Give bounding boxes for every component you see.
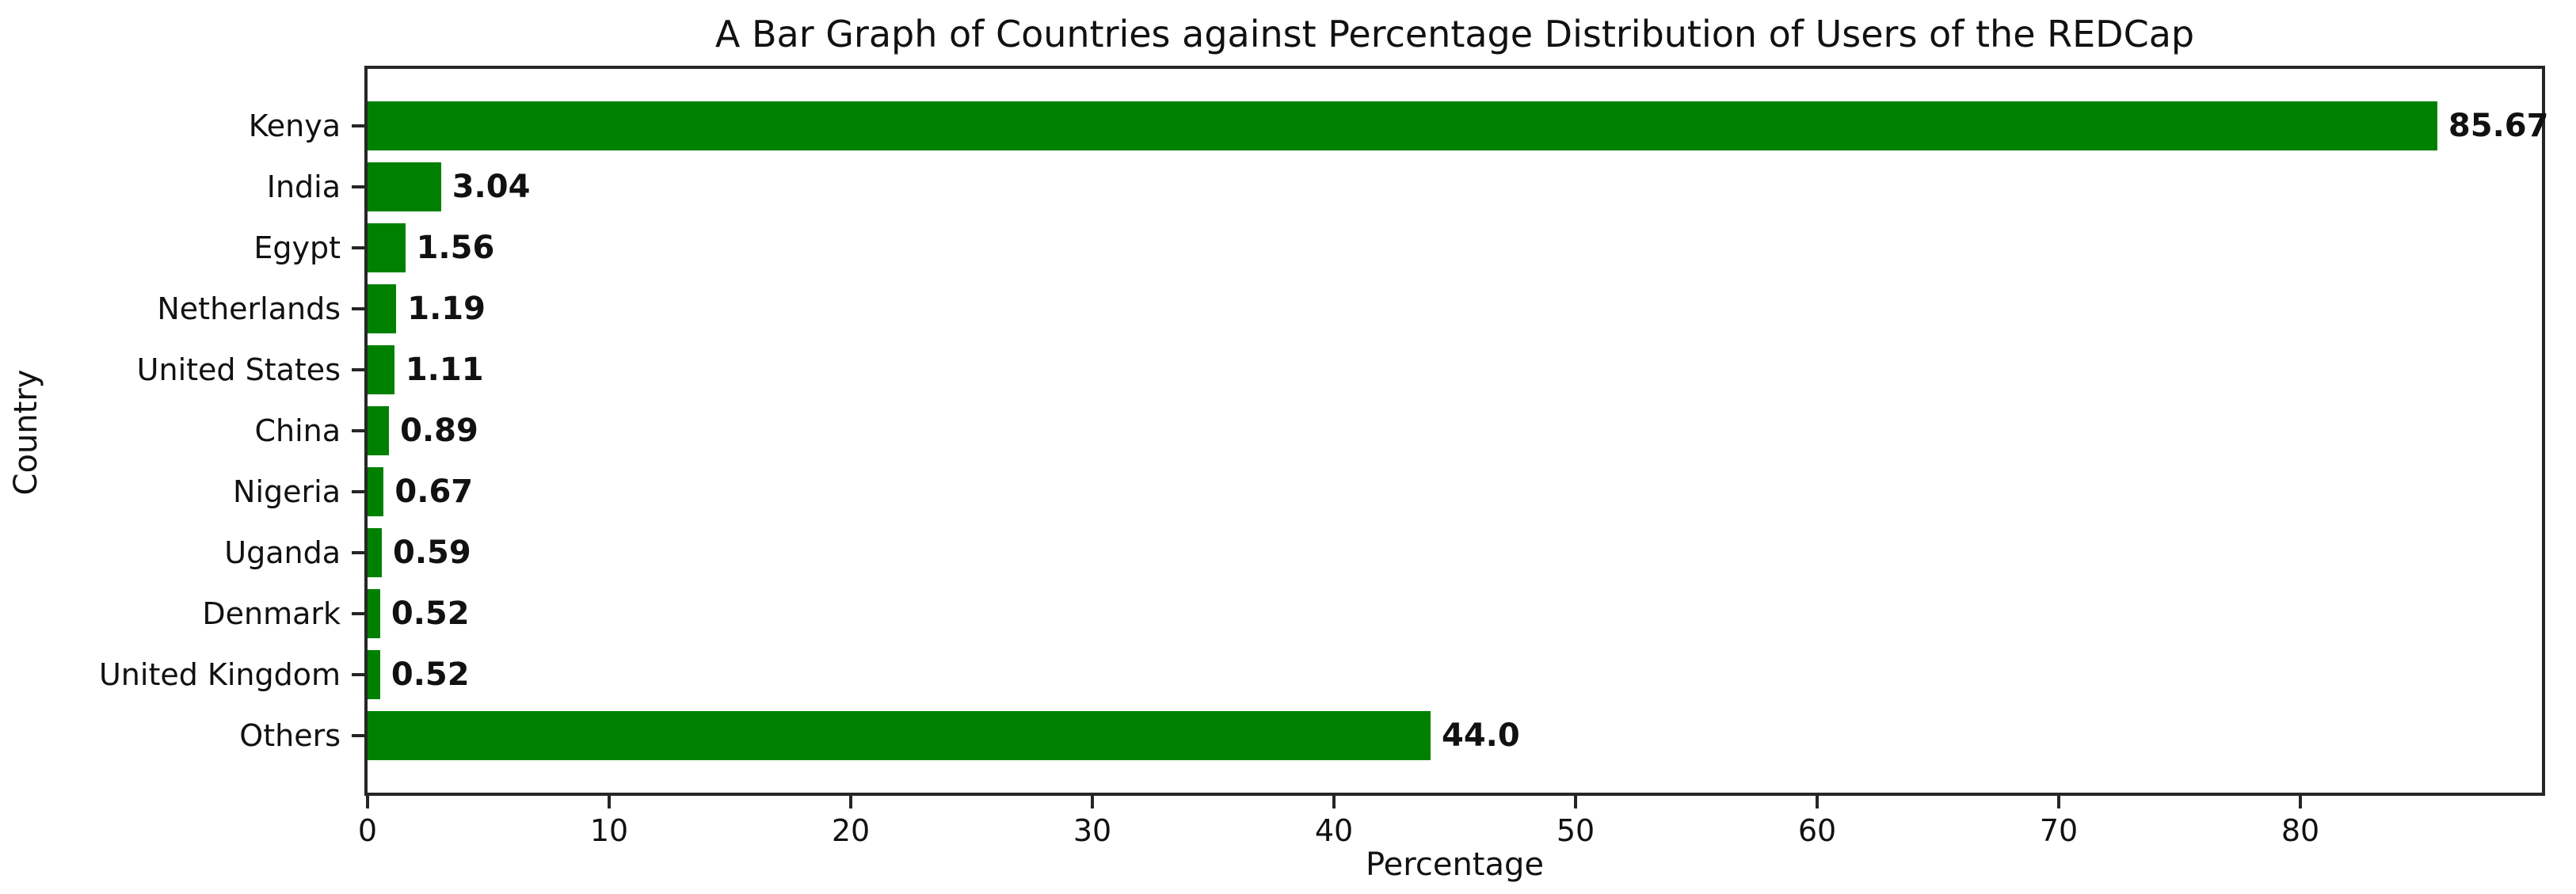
x-tick-mark — [366, 796, 369, 808]
x-tick-mark — [1332, 796, 1336, 808]
x-tick-label: 20 — [831, 813, 871, 848]
plot-area: 85.67 3.04 1.56 1.19 1.11 0.89 0.67 0.59 0.52 0.5… — [364, 66, 2548, 796]
x-tick-mark — [2057, 796, 2060, 808]
y-tick-mark — [352, 733, 364, 737]
bar-united-states — [368, 345, 394, 395]
bar-value-label: 44.0 — [1442, 717, 1520, 754]
y-tick-label-nigeria: Nigeria — [233, 474, 341, 509]
y-tick-label-uganda: Uganda — [224, 534, 341, 570]
y-tick-label-kenya: Kenya — [248, 108, 341, 144]
y-tick-label-egypt: Egypt — [253, 230, 341, 266]
x-tick-label: 60 — [1797, 813, 1837, 848]
bar-nigeria — [368, 466, 384, 516]
y-tick-label-united-kingdom: United Kingdom — [98, 656, 341, 692]
y-tick-mark — [352, 429, 364, 432]
y-tick-label-china: China — [254, 413, 341, 448]
bar-value-label: 0.52 — [391, 656, 470, 693]
y-tick-mark — [352, 124, 364, 128]
bar-china — [368, 406, 390, 455]
bar-india — [368, 162, 441, 212]
x-tick-label: 40 — [1314, 813, 1354, 848]
x-tick-label: 30 — [1073, 813, 1112, 848]
x-tick-mark — [1091, 796, 1094, 808]
bar-united-kingdom — [368, 649, 380, 699]
y-tick-mark — [352, 246, 364, 250]
x-tick-label: 50 — [1556, 813, 1595, 848]
bar-kenya — [368, 101, 2437, 151]
bar-denmark — [368, 588, 380, 638]
y-tick-label-netherlands: Netherlands — [157, 291, 341, 327]
bar-value-label: 0.89 — [400, 413, 478, 449]
y-tick-mark — [352, 550, 364, 554]
x-tick-label: 70 — [2039, 813, 2079, 848]
bar-value-label: 0.52 — [391, 595, 470, 632]
x-tick-mark — [2299, 796, 2302, 808]
bar-value-label: 1.19 — [407, 291, 486, 328]
x-tick-label: 0 — [357, 813, 378, 848]
bar-egypt — [368, 223, 406, 273]
bar-value-label: 0.67 — [394, 473, 474, 510]
x-tick-mark — [1574, 796, 1577, 808]
bar-value-label: 1.56 — [416, 230, 495, 267]
x-tick-label: 80 — [2281, 813, 2320, 848]
bar-value-label: 1.11 — [405, 352, 484, 389]
y-tick-label-denmark: Denmark — [202, 595, 341, 631]
x-tick-mark — [608, 796, 611, 808]
x-tick-mark — [1816, 796, 1819, 808]
chart-title: A Bar Graph of Countries against Percent… — [714, 13, 2195, 55]
bar-value-label: 0.59 — [392, 534, 471, 571]
bar-netherlands — [368, 284, 397, 334]
y-tick-mark — [352, 672, 364, 676]
x-tick-label: 10 — [589, 813, 629, 848]
y-tick-label-others: Others — [239, 717, 341, 753]
y-tick-mark — [352, 611, 364, 615]
y-tick-mark — [352, 368, 364, 372]
x-tick-mark — [849, 796, 852, 808]
bar-uganda — [368, 527, 382, 577]
y-tick-label-united-states: United States — [136, 352, 341, 388]
plot-inner: 85.67 3.04 1.56 1.19 1.11 0.89 0.67 0.59 0.52 0.5… — [368, 69, 2548, 793]
y-tick-label-india: India — [266, 169, 341, 205]
y-tick-mark — [352, 185, 364, 189]
y-tick-mark — [352, 307, 364, 311]
y-tick-mark — [352, 489, 364, 493]
bar-others — [368, 710, 1431, 760]
bar-value-label: 85.67 — [2448, 108, 2549, 145]
bar-value-label: 3.04 — [452, 169, 531, 206]
x-axis-label: Percentage — [1365, 846, 1545, 883]
